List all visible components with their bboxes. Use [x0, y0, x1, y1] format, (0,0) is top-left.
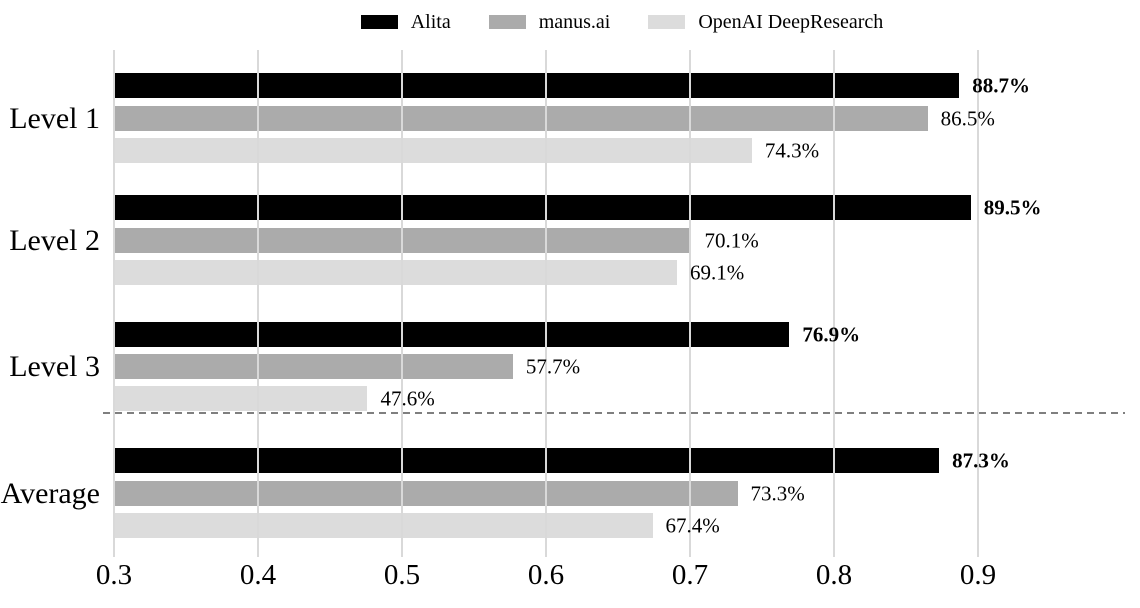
x-tick-label-0.4: 0.4	[239, 559, 277, 591]
chart-legend: Alita manus.ai OpenAI DeepResearch	[114, 8, 1130, 36]
legend-item-manus-ai: manus.ai	[488, 11, 611, 33]
x-tick-label-0.9: 0.9	[959, 559, 997, 591]
value-label-manus-ai-level-2: 70.1%	[704, 228, 759, 252]
bar-alita-level-1	[114, 73, 960, 98]
bar-manus-ai-level-1	[114, 106, 928, 131]
x-tick-label-0.3: 0.3	[95, 559, 133, 591]
value-label-alita-level-2: 89.5%	[983, 195, 1042, 219]
legend-item-openai-deepresearch: OpenAI DeepResearch	[648, 12, 883, 32]
value-label-manus-ai-level-1: 86.5%	[940, 106, 995, 130]
category-label-level-1: Level 1	[9, 101, 100, 135]
legend-label-alita: Alita	[410, 11, 451, 33]
value-label-openai-deepresearch-level-3: 47.6%	[380, 386, 435, 410]
gridline-0.6	[545, 50, 547, 557]
gridline-0.4	[257, 50, 259, 557]
legend-item-alita: Alita	[360, 11, 451, 33]
gridline-0.7	[689, 50, 691, 557]
bar-openai-deepresearch-level-3	[114, 386, 368, 411]
legend-swatch-manus-ai-icon	[488, 15, 526, 29]
x-tick-label-0.7: 0.7	[671, 559, 709, 591]
category-label-level-2: Level 2	[9, 223, 100, 257]
value-label-manus-ai-level-3: 57.7%	[525, 354, 581, 378]
value-label-alita-average: 87.3%	[952, 448, 1010, 472]
gridline-0.8	[833, 50, 835, 557]
legend-swatch-alita-icon	[360, 15, 398, 29]
gridline-0.9	[977, 50, 979, 557]
bar-openai-deepresearch-level-2	[114, 260, 678, 285]
value-label-alita-level-1: 88.7%	[972, 73, 1031, 97]
average-divider-line	[103, 412, 1125, 414]
bar-openai-deepresearch-level-1	[114, 138, 752, 163]
x-tick-label-0.6: 0.6	[527, 559, 565, 591]
legend-label-manus-ai: manus.ai	[538, 11, 611, 33]
category-label-level-3: Level 3	[9, 349, 100, 383]
category-label-average: Average	[0, 476, 100, 510]
legend-swatch-openai-deepresearch-icon	[648, 15, 686, 29]
gridline-0.3	[113, 50, 115, 557]
x-tick-label-0.5: 0.5	[383, 559, 421, 591]
value-label-openai-deepresearch-level-2: 69.1%	[690, 260, 745, 284]
value-label-alita-level-3: 76.9%	[802, 322, 861, 346]
x-tick-label-0.8: 0.8	[815, 559, 853, 591]
bar-manus-ai-average	[114, 481, 738, 506]
bar-alita-average	[114, 448, 940, 473]
value-label-openai-deepresearch-average: 67.4%	[665, 513, 720, 537]
gridline-0.5	[401, 50, 403, 557]
bar-manus-ai-level-3	[114, 354, 513, 379]
legend-label-openai-deepresearch: OpenAI DeepResearch	[698, 11, 884, 33]
value-label-openai-deepresearch-level-1: 74.3%	[764, 138, 820, 162]
bar-alita-level-3	[114, 322, 790, 347]
value-label-manus-ai-average: 73.3%	[750, 481, 805, 505]
bar-openai-deepresearch-average	[114, 513, 653, 538]
bar-alita-level-2	[114, 195, 971, 220]
